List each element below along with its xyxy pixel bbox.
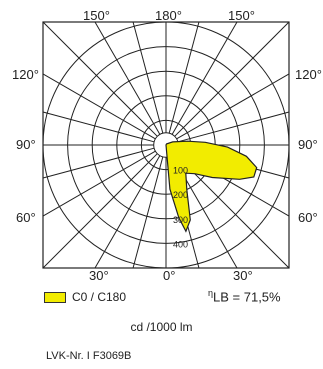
grid-spoke-315	[42, 153, 158, 269]
grid-spoke-285	[42, 147, 155, 179]
grid-spoke-210	[94, 21, 161, 135]
angle-label-top-center: 180°	[155, 8, 182, 23]
efficiency-value: = 71,5%	[228, 289, 281, 305]
angle-label-top-left: 150°	[83, 8, 110, 23]
grid-spoke-345	[132, 156, 164, 269]
angle-label-left-90: 90°	[16, 137, 36, 152]
grid-spoke-105	[177, 111, 290, 143]
grid-spoke-240	[42, 73, 156, 140]
efficiency-label: ηLB = 71,5%	[208, 288, 281, 304]
grid-spoke-330	[94, 155, 161, 269]
angle-label-bottom-center: 0°	[163, 268, 176, 283]
unit-label: cd /1000 lm	[130, 320, 193, 334]
angle-label-right-90: 90°	[298, 137, 318, 152]
radial-tick-label-400: 400	[173, 239, 188, 249]
radial-tick-label-300: 300	[173, 215, 188, 225]
grid-spoke-165	[168, 21, 200, 134]
grid-spoke-150	[171, 21, 238, 135]
legend: C0 / C180	[44, 290, 126, 304]
angle-label-right-120: 120°	[295, 67, 322, 82]
code-label: LVK-Nr. I F3069B	[46, 350, 132, 362]
legend-label: C0 / C180	[72, 290, 127, 304]
angle-label-top-right: 150°	[228, 8, 255, 23]
grid-spoke-195	[132, 21, 164, 134]
grid-spoke-135	[174, 21, 290, 137]
grid-spoke-255	[42, 111, 155, 143]
efficiency-subscript: LB	[213, 289, 229, 305]
series-curve-0	[165, 140, 258, 233]
legend-swatch	[44, 291, 66, 303]
radial-tick-label-200: 200	[173, 190, 188, 200]
grid-spoke-225	[42, 21, 158, 137]
efficiency-symbol: η	[208, 288, 214, 298]
grid-spoke-300	[42, 150, 156, 217]
radial-tick-label-100: 100	[173, 166, 188, 176]
angle-label-right-60: 60°	[298, 210, 318, 225]
angle-label-left-120: 120°	[12, 67, 39, 82]
angle-label-left-60: 60°	[16, 210, 36, 225]
angle-label-bottom-left: 30°	[89, 268, 109, 283]
angle-label-bottom-right: 30°	[233, 268, 253, 283]
grid-spoke-120	[176, 73, 290, 140]
